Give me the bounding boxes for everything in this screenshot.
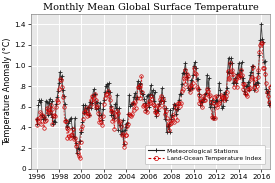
- Legend: Meteorological Stations, Land-Ocean Temperature Index: Meteorological Stations, Land-Ocean Temp…: [145, 145, 265, 164]
- Title: Monthly Mean Global Surface Temperature: Monthly Mean Global Surface Temperature: [43, 3, 258, 12]
- Y-axis label: Temperature Anomaly (°C): Temperature Anomaly (°C): [4, 38, 12, 145]
